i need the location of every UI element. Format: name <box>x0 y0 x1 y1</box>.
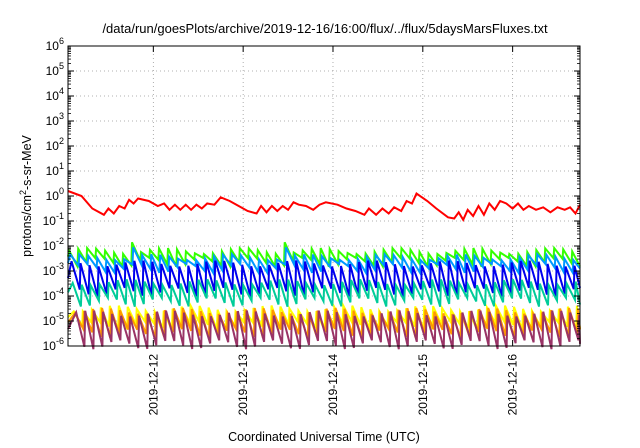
y-tick-exp: -1 <box>56 211 64 221</box>
series-line-2 <box>67 241 581 271</box>
y-axis-label-sup: 2 <box>18 190 28 195</box>
series-line-7 <box>67 307 581 339</box>
y-axis-label-tail: -s-sr-MeV <box>20 134 34 190</box>
y-tick-base: 10 <box>43 289 57 303</box>
series-lines <box>67 190 581 350</box>
y-tick-exp: 2 <box>59 136 64 146</box>
y-tick-exp: 0 <box>59 186 64 196</box>
y-tick-label: 104 <box>46 86 64 103</box>
x-tick-label: 2019-12-12 <box>146 354 160 416</box>
series-line-6 <box>67 301 581 331</box>
y-tick-label: 101 <box>46 161 64 178</box>
x-axis-ticks: 2019-12-12 2019-12-13 2019-12-14 2019-12-15… <box>146 46 520 416</box>
y-axis-ticks: 10-610-510-410-310-210-11001011021031041… <box>43 36 580 353</box>
y-tick-label: 10-1 <box>43 211 64 228</box>
y-tick-label: 10-2 <box>43 236 64 253</box>
y-tick-base: 10 <box>43 264 57 278</box>
y-tick-base: 10 <box>46 64 60 78</box>
y-tick-label: 10-5 <box>43 311 64 328</box>
y-axis-label-base: protons/cm <box>20 195 34 257</box>
y-tick-base: 10 <box>43 339 57 353</box>
x-tick-label: 2019-12-13 <box>236 354 250 416</box>
y-tick-exp: -5 <box>56 311 64 321</box>
series-line-3 <box>67 246 581 277</box>
y-tick-base: 10 <box>46 164 60 178</box>
y-tick-exp: 1 <box>59 161 64 171</box>
y-tick-exp: -3 <box>56 261 64 271</box>
series-line-4 <box>67 260 581 297</box>
y-tick-label: 105 <box>46 61 64 78</box>
y-tick-base: 10 <box>43 214 57 228</box>
series-line-5 <box>67 278 581 307</box>
y-tick-label: 106 <box>46 36 64 53</box>
y-tick-exp: 3 <box>59 111 64 121</box>
y-tick-base: 10 <box>46 39 60 53</box>
y-tick-exp: -4 <box>56 286 64 296</box>
chart-title: /data/run/goesPlots/archive/2019-12-16/1… <box>102 21 548 36</box>
y-tick-exp: -6 <box>56 336 64 346</box>
y-tick-label: 102 <box>46 136 64 153</box>
y-tick-base: 10 <box>46 114 60 128</box>
y-tick-label: 10-3 <box>43 261 64 278</box>
y-tick-base: 10 <box>43 314 57 328</box>
y-tick-exp: 6 <box>59 36 64 46</box>
y-tick-base: 10 <box>43 239 57 253</box>
x-tick-label: 2019-12-14 <box>326 354 340 416</box>
x-axis-label: Coordinated Universal Time (UTC) <box>228 430 420 444</box>
y-tick-label: 10-6 <box>43 336 64 353</box>
y-tick-base: 10 <box>46 139 60 153</box>
y-tick-label: 10-4 <box>43 286 64 303</box>
y-tick-base: 10 <box>46 189 60 203</box>
x-tick-label: 2019-12-16 <box>506 354 520 416</box>
y-tick-label: 103 <box>46 111 64 128</box>
series-line-8 <box>67 309 581 350</box>
x-tick-label: 2019-12-15 <box>416 354 430 416</box>
y-tick-exp: 5 <box>59 61 64 71</box>
y-tick-base: 10 <box>46 89 60 103</box>
y-tick-exp: 4 <box>59 86 64 96</box>
y-tick-exp: -2 <box>56 236 64 246</box>
y-tick-label: 100 <box>46 186 64 203</box>
series-line-1 <box>67 190 581 222</box>
y-axis-label: protons/cm2-s-sr-MeV <box>18 134 34 256</box>
